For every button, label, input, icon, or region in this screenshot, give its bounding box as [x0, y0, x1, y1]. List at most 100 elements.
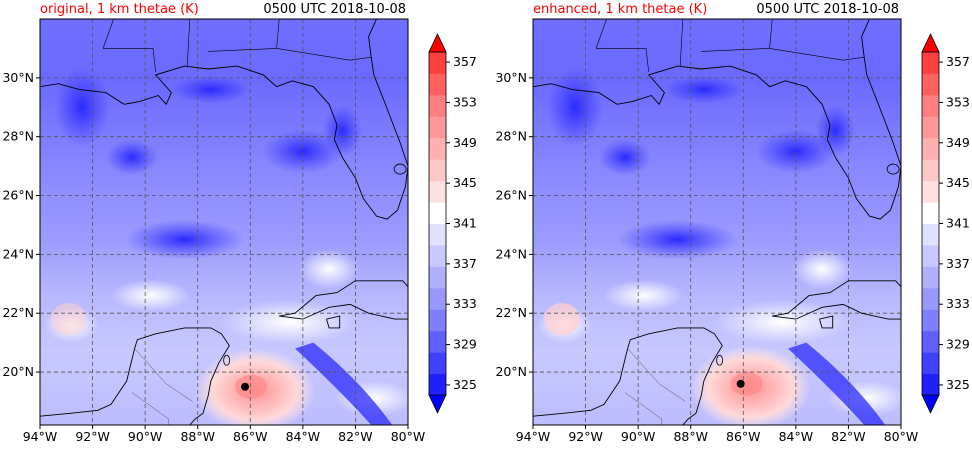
colorbar-level	[429, 287, 446, 310]
colorbar-level	[922, 159, 939, 182]
lon-tick-label: 86°W	[233, 429, 268, 444]
colorbar-level	[922, 202, 939, 224]
lat-tick-label: 20°N	[2, 364, 34, 379]
lat-tick-label: 26°N	[2, 188, 34, 203]
colorbar-level	[429, 159, 446, 182]
colorbar-tick-label: 353	[946, 94, 970, 109]
colorbar-level	[922, 223, 939, 246]
gridlines	[533, 19, 901, 425]
colorbar-tick-label: 345	[946, 175, 970, 190]
colorbar-level	[922, 352, 939, 375]
panel-enhanced: enhanced, 1 km thetae (K) 0500 UTC 2018-…	[493, 0, 972, 449]
lon-tick-label: 94°W	[516, 429, 551, 444]
lat-tick-label: 24°N	[2, 246, 34, 261]
colorbar-tick-label: 341	[946, 216, 970, 231]
coastlines	[40, 19, 408, 425]
map-figure-original: 94°W 92°W 90°W 88°W 86°W 84°W 82°W 80°W 20°N 22°N…	[2, 18, 477, 444]
colorbar-level	[429, 266, 446, 289]
colorbar-level	[922, 137, 939, 160]
colorbar: 325 329 333 337 341 345 349 353 357	[428, 33, 477, 414]
colorbar-extend-min	[921, 394, 940, 414]
colorbar-tick-label: 341	[453, 216, 477, 231]
colorbar-level	[922, 244, 939, 267]
colorbar-level	[922, 373, 939, 396]
colorbar-tick-label: 349	[453, 135, 477, 150]
colorbar-level	[922, 309, 939, 332]
lon-tick-label: 80°W	[391, 429, 426, 444]
lat-tick-label: 28°N	[2, 129, 34, 144]
colorbar: 325 329 333 337 341 345 349 353 357	[921, 33, 970, 414]
colorbar-tick-label: 337	[946, 256, 970, 271]
gridlines	[40, 19, 408, 425]
colorbar-level	[922, 330, 939, 353]
panel-title: enhanced, 1 km thetae (K)	[533, 2, 708, 17]
lat-tick-label: 22°N	[495, 305, 527, 320]
lat-tick-label: 22°N	[2, 305, 34, 320]
colorbar-extend-max	[428, 33, 447, 53]
colorbar-tick-label: 337	[453, 256, 477, 271]
colorbar-level	[922, 266, 939, 289]
colorbar-tick-label: 349	[946, 135, 970, 150]
map-frame	[532, 18, 902, 426]
lon-tick-label: 82°W	[338, 429, 373, 444]
colorbar-level	[429, 373, 446, 396]
lon-tick-label: 84°W	[286, 429, 321, 444]
colorbar-level	[429, 223, 446, 246]
colorbar-level	[922, 180, 939, 203]
lat-tick-label: 30°N	[495, 70, 527, 85]
lon-tick-label: 82°W	[831, 429, 866, 444]
panel-timestamp: 0500 UTC 2018-10-08	[756, 2, 899, 17]
map-frame	[39, 18, 409, 426]
thetae-field	[533, 19, 901, 425]
colorbar-level	[429, 330, 446, 353]
colorbar-level	[922, 52, 939, 74]
lon-tick-label: 86°W	[726, 429, 761, 444]
colorbar-tick-label: 345	[453, 175, 477, 190]
colorbar-level	[922, 287, 939, 310]
colorbar-level	[429, 180, 446, 203]
lat-tick-label: 20°N	[495, 364, 527, 379]
colorbar-extend-max	[921, 33, 940, 53]
lon-tick-label: 88°W	[180, 429, 215, 444]
panel-title: original, 1 km thetae (K)	[40, 2, 199, 17]
lat-tick-label: 28°N	[495, 129, 527, 144]
colorbar-tick-label: 353	[453, 94, 477, 109]
colorbar-level	[429, 309, 446, 332]
colorbar-level	[429, 73, 446, 96]
lon-tick-label: 84°W	[779, 429, 814, 444]
lon-tick-label: 90°W	[621, 429, 656, 444]
colorbar-level	[429, 52, 446, 74]
lon-tick-label: 94°W	[23, 429, 58, 444]
colorbar-level	[429, 202, 446, 224]
lat-tick-label: 26°N	[495, 188, 527, 203]
colorbar-level	[922, 116, 939, 139]
lat-tick-label: 24°N	[495, 246, 527, 261]
lon-tick-label: 80°W	[884, 429, 919, 444]
colorbar-level	[922, 94, 939, 117]
colorbar-level	[429, 137, 446, 160]
colorbar-level	[429, 352, 446, 375]
colorbar-tick-label: 329	[946, 337, 970, 352]
panel-timestamp: 0500 UTC 2018-10-08	[263, 2, 406, 17]
colorbar-tick-label: 333	[946, 296, 970, 311]
colorbar-tick-label: 325	[946, 377, 970, 392]
map-figure-enhanced: 94°W 92°W 90°W 88°W 86°W 84°W 82°W 80°W 20°N 22°N…	[495, 18, 970, 444]
colorbar-tick-label: 357	[453, 54, 477, 69]
hurricane-center-marker	[736, 379, 745, 388]
thetae-field	[40, 19, 408, 425]
panel-original: original, 1 km thetae (K) 0500 UTC 2018-…	[2, 2, 477, 444]
lat-tick-label: 30°N	[2, 70, 34, 85]
colorbar-level	[429, 244, 446, 267]
colorbar-tick-label: 329	[453, 337, 477, 352]
hurricane-center-marker	[241, 382, 250, 391]
colorbar-tick-label: 325	[453, 377, 477, 392]
colorbar-tick-label: 357	[946, 54, 970, 69]
lon-tick-label: 88°W	[673, 429, 708, 444]
colorbar-level	[922, 73, 939, 96]
colorbar-extend-min	[428, 394, 447, 414]
coastlines	[533, 19, 901, 425]
lon-tick-label: 92°W	[75, 429, 110, 444]
colorbar-tick-label: 333	[453, 296, 477, 311]
lon-tick-label: 90°W	[128, 429, 163, 444]
colorbar-level	[429, 116, 446, 139]
